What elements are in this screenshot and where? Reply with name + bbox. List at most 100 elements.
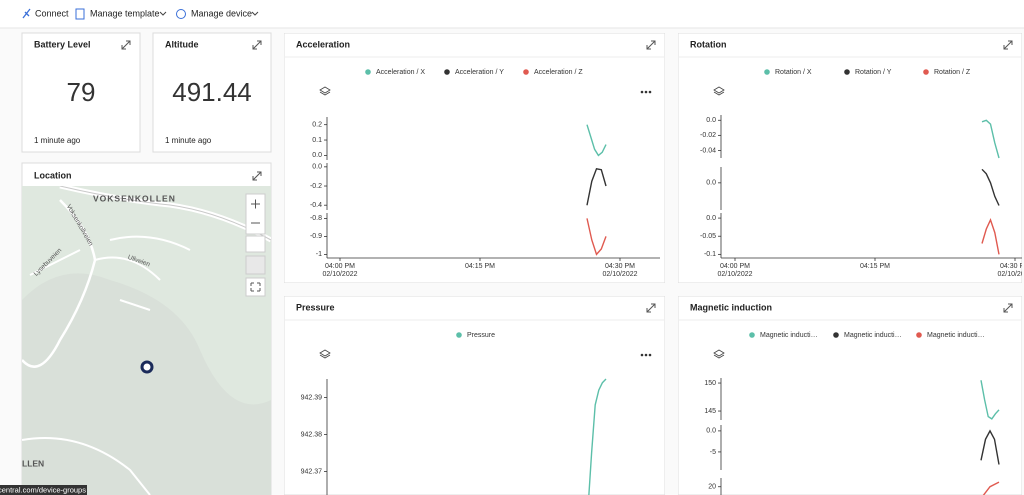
tile-background <box>284 296 665 495</box>
series-line <box>981 168 1000 206</box>
x-tick-label: 04:30 PM <box>605 263 635 270</box>
legend-label: Magnetic inducti… <box>760 332 818 339</box>
status-url: central.com/device-groups <box>0 485 86 494</box>
layers-icon[interactable] <box>713 86 725 96</box>
y-tick-label: 0.0 <box>312 152 322 159</box>
series-line <box>981 218 1000 255</box>
kpi-value: 491.44 <box>172 77 252 107</box>
expand-icon[interactable] <box>121 40 131 50</box>
kpi-time: 1 minute ago <box>34 136 81 145</box>
x-tick-label: 04:15 PM <box>465 263 495 270</box>
device-pin[interactable] <box>140 360 154 374</box>
x-tick-label: 02/10/2022 <box>717 271 752 278</box>
series-line <box>980 380 1000 420</box>
chart-tile: Rotation Rotation / X Rotation / Y Rotation… <box>678 33 1024 283</box>
tile-title: Magnetic induction <box>690 302 772 312</box>
tile-title: Pressure <box>296 302 335 312</box>
legend-label: Acceleration / Y <box>455 69 504 76</box>
y-tick-label: 0.0 <box>706 428 716 435</box>
tile-title: Altitude <box>165 39 199 49</box>
kpi-tile: Altitude 491.44 1 minute ago <box>152 32 272 153</box>
toolbar-button[interactable]: Manage template <box>90 8 160 18</box>
legend-dot <box>749 332 755 338</box>
x-tick-label: 02/10/2022 <box>322 271 357 278</box>
y-tick-label: -1 <box>316 251 322 258</box>
expand-icon[interactable] <box>252 171 262 181</box>
legend-dot <box>444 69 450 75</box>
y-tick-label: 0.1 <box>312 137 322 144</box>
y-tick-label: 0.0 <box>706 180 716 187</box>
series-line <box>588 378 607 495</box>
layers-icon[interactable] <box>713 349 725 359</box>
tile-background <box>678 33 1022 283</box>
series-line <box>586 124 607 157</box>
legend-label: Acceleration / X <box>376 69 425 76</box>
expand-icon[interactable] <box>1003 40 1013 50</box>
x-tick-label: 04:15 PM <box>860 263 890 270</box>
legend-label: Magnetic inducti… <box>844 332 902 339</box>
more-icon[interactable] <box>644 353 648 357</box>
y-tick-label: -0.04 <box>700 147 716 154</box>
y-tick-label: -0.2 <box>310 183 322 190</box>
series-line <box>981 119 1000 159</box>
legend-label: Rotation / X <box>775 69 812 76</box>
series-line <box>980 429 1000 465</box>
x-tick-label: 02/10/2022 <box>997 271 1024 278</box>
expand-icon[interactable] <box>1003 303 1013 313</box>
toolbar <box>0 0 1024 28</box>
x-tick-label: 02/10/2022 <box>602 271 637 278</box>
y-tick-label: -0.9 <box>310 233 322 240</box>
tile-title: Rotation <box>690 39 727 49</box>
expand-icon[interactable] <box>252 40 262 50</box>
kpi-tile: Battery Level 79 1 minute ago <box>21 32 141 153</box>
tile-title: Location <box>34 170 72 180</box>
expand-icon[interactable] <box>646 40 656 50</box>
y-tick-label: 0.0 <box>312 164 322 171</box>
map-label: LLEN <box>22 458 44 468</box>
status-bar <box>0 485 87 495</box>
series-line <box>586 218 607 256</box>
legend-dot <box>456 332 462 338</box>
chart-tile: Acceleration Acceleration / X Acceleration… <box>284 33 665 283</box>
connect-icon <box>22 8 31 19</box>
toolbar-button[interactable]: Connect <box>35 8 69 18</box>
y-tick-label: 942.37 <box>301 468 323 475</box>
legend-label: Rotation / Y <box>855 69 892 76</box>
expand-icon[interactable] <box>646 303 656 313</box>
tile-background <box>678 296 1022 495</box>
x-tick-label: 04:00 PM <box>325 263 355 270</box>
x-tick-label: 04:00 PM <box>720 263 750 270</box>
toolbar-button[interactable]: Manage device <box>191 8 252 18</box>
legend-label: Magnetic inducti… <box>927 332 985 339</box>
layers-icon[interactable] <box>319 349 331 359</box>
kpi-time: 1 minute ago <box>165 136 212 145</box>
y-tick-label: 20 <box>708 484 716 491</box>
more-icon[interactable] <box>640 90 644 94</box>
y-tick-label: 150 <box>704 380 716 387</box>
more-icon[interactable] <box>648 90 652 94</box>
x-tick-label: 04:30 PM <box>1000 263 1024 270</box>
tile-title: Acceleration <box>296 39 350 49</box>
layers-icon[interactable] <box>319 86 331 96</box>
tile-title: Battery Level <box>34 39 91 49</box>
more-icon[interactable] <box>644 90 648 94</box>
y-tick-label: -0.4 <box>310 202 322 209</box>
legend-dot <box>764 69 770 75</box>
y-tick-label: -0.8 <box>310 215 322 222</box>
device-icon <box>176 9 186 19</box>
legend-dot <box>833 332 839 338</box>
chart-tile: Pressure Pressure 942.39 942.38 942.37 <box>284 296 665 495</box>
y-tick-label: -5 <box>710 449 716 456</box>
legend-dot <box>923 69 929 75</box>
more-icon[interactable] <box>640 353 644 357</box>
series-line <box>586 168 607 206</box>
legend-dot <box>916 332 922 338</box>
y-tick-label: -0.05 <box>700 233 716 240</box>
map[interactable]: VOKSENKOLLEN Voksenkollveien Lysebuveien… <box>22 186 271 495</box>
more-icon[interactable] <box>648 353 652 357</box>
y-tick-label: 0.0 <box>706 215 716 222</box>
template-icon <box>75 8 85 20</box>
tile-background <box>284 33 665 283</box>
legend-label: Pressure <box>467 332 495 339</box>
